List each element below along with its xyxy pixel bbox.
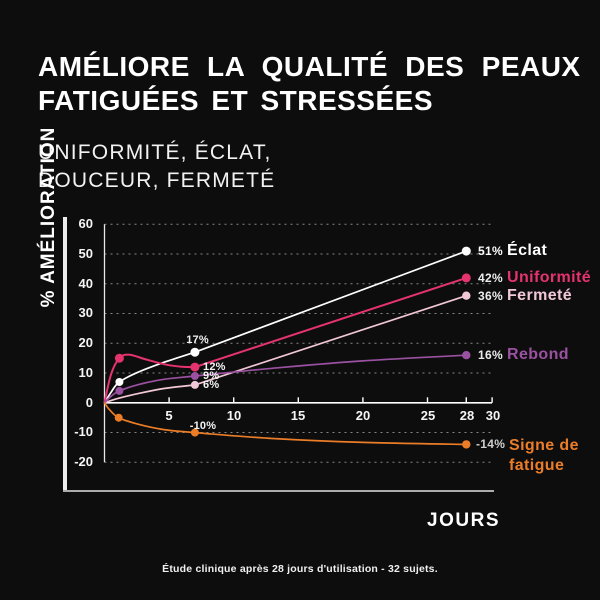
- title-line-2: FATIGUÉES ET STRESSÉES: [38, 85, 434, 116]
- series-dot-Fermeté: [462, 291, 471, 300]
- chart-left-frame-bar: [63, 217, 67, 492]
- value-label-fatigue-day28: -14%: [476, 437, 506, 451]
- value-label-fermete-day28: 36%: [478, 289, 503, 303]
- value-label-uniformite-day7: 12%: [203, 361, 226, 373]
- x-tick-25: 25: [420, 408, 436, 423]
- series-dot-Éclat: [461, 246, 471, 256]
- legend-fatigue-line1: Signe de: [509, 437, 579, 454]
- legend-fermete: Fermeté: [507, 287, 573, 304]
- series-dot-Uniformité: [461, 273, 471, 283]
- x-tick-30: 30: [485, 408, 501, 423]
- value-label-uniformite-day28: 42%: [478, 271, 503, 285]
- y-tick-neg10: -10: [74, 424, 93, 439]
- series-dot-Uniformité: [190, 362, 200, 372]
- series-dot-Uniformité: [114, 353, 124, 363]
- x-tick-15: 15: [290, 408, 306, 423]
- title-line-1: AMÉLIORE LA QUALITÉ DES PEAUX: [38, 51, 581, 82]
- legend-uniformite: Uniformité: [507, 269, 591, 286]
- value-label-rebond-day28: 16%: [478, 348, 503, 362]
- y-tick-10: 10: [78, 365, 93, 380]
- y-tick-20: 20: [78, 335, 93, 350]
- footnote: Étude clinique après 28 jours d'utilisat…: [162, 563, 438, 575]
- subtitle-line-2: DOUCEUR, FERMETÉ: [38, 169, 276, 192]
- series-line-Fermeté: [103, 294, 468, 404]
- series-dot-Éclat: [190, 347, 200, 357]
- series-dot-Éclat: [115, 378, 124, 386]
- series-line-Éclat: [103, 250, 468, 404]
- y-tick-50: 50: [78, 246, 93, 261]
- series-dot-Signe de fatigue: [114, 413, 123, 422]
- series-dot-Signe de fatigue: [190, 428, 199, 437]
- value-label-fermete-day7: 6%: [203, 379, 220, 391]
- x-tick-20: 20: [355, 408, 371, 423]
- value-label-fatigue-day7: -10%: [189, 420, 217, 432]
- x-axis-title: JOURS: [427, 510, 500, 531]
- x-tick-28: 28: [459, 408, 475, 423]
- page-title: AMÉLIORE LA QUALITÉ DES PEAUX FATIGUÉES …: [38, 50, 581, 118]
- chart-bottom-frame-line: [63, 490, 494, 492]
- x-tick-5: 5: [165, 408, 173, 423]
- value-label-eclat-day28: 51%: [478, 244, 503, 258]
- y-tick-0: 0: [85, 395, 93, 410]
- series-line-Signe de fatigue: [103, 401, 468, 446]
- subtitle: UNIFORMITÉ, ÉCLAT, DOUCEUR, FERMETÉ: [38, 139, 275, 195]
- subtitle-line-1: UNIFORMITÉ, ÉCLAT,: [38, 141, 272, 164]
- series-dot-Rebond: [462, 351, 471, 360]
- series-dot-Rebond: [190, 372, 199, 380]
- series-line-Uniformité: [103, 276, 468, 404]
- series-line-Rebond: [103, 354, 468, 404]
- series-dot-Signe de fatigue: [462, 440, 471, 449]
- series-dot-Rebond: [115, 386, 124, 395]
- y-tick-40: 40: [78, 276, 93, 291]
- value-label-eclat-day7: 17%: [186, 334, 209, 346]
- y-tick-neg20: -20: [74, 454, 93, 469]
- series-dot-Fermeté: [190, 380, 199, 389]
- y-tick-60: 60: [78, 216, 93, 231]
- legend-fatigue: Signe de fatigue: [509, 436, 599, 476]
- legend-fatigue-line2: fatigue: [509, 457, 565, 474]
- y-tick-30: 30: [78, 305, 93, 320]
- legend-eclat: Éclat: [507, 242, 548, 259]
- legend-rebond: Rebond: [507, 346, 569, 363]
- x-tick-10: 10: [226, 408, 242, 423]
- value-label-rebond-day7: 9%: [203, 370, 220, 382]
